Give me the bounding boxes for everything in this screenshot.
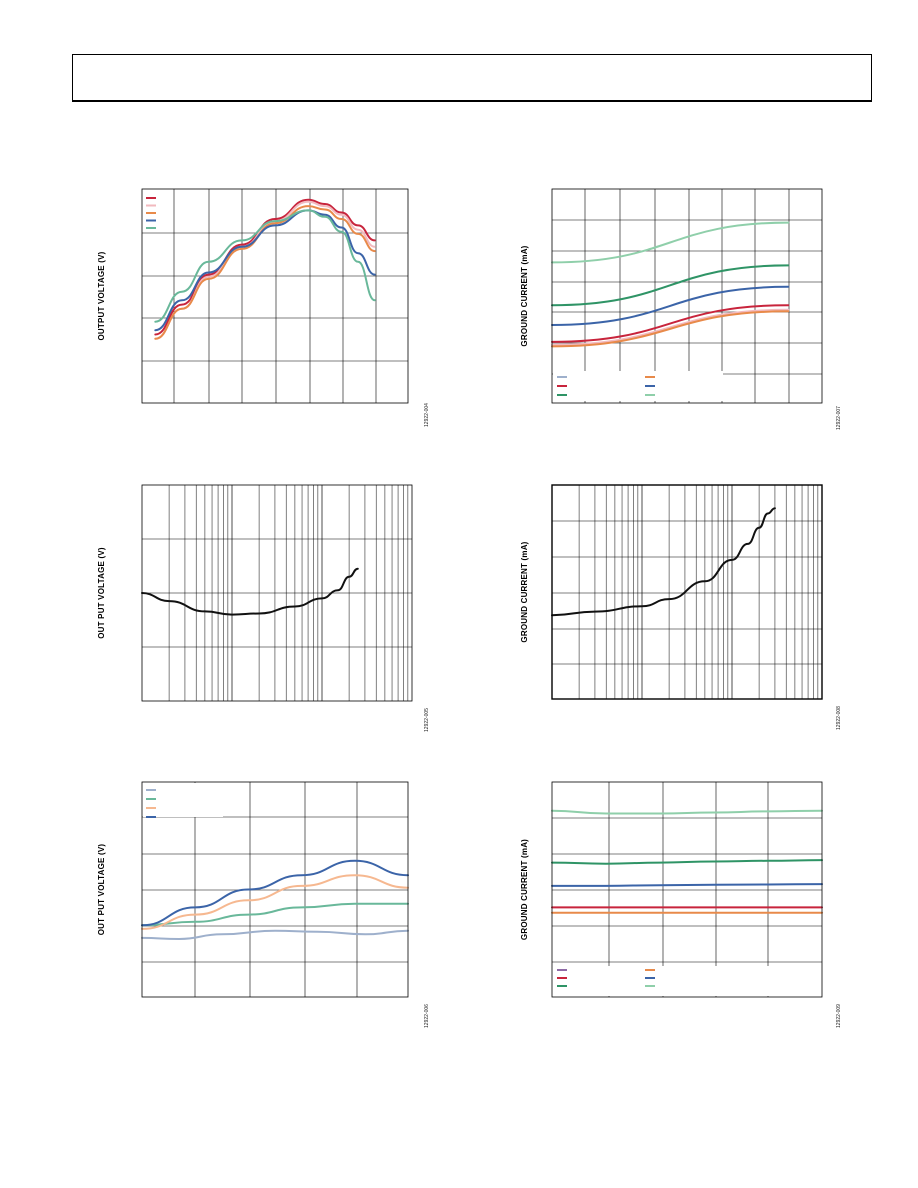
figure-code: 12922-006 bbox=[424, 1004, 430, 1028]
plot-frame bbox=[551, 484, 823, 700]
figure-code: 12922-009 bbox=[836, 1004, 842, 1028]
figure-code: 12922-008 bbox=[836, 706, 842, 730]
chart-c1: OUTPUT VOLTAGE (V) 12922-004 bbox=[97, 188, 430, 427]
plot-frame bbox=[141, 484, 413, 702]
series-line-green bbox=[551, 264, 790, 307]
series-line-blue bbox=[141, 859, 409, 927]
series-line-pink bbox=[551, 308, 790, 346]
series-line-grayblue bbox=[141, 929, 409, 941]
series-line-orange bbox=[154, 205, 376, 340]
series-line-lightgreen bbox=[551, 221, 790, 264]
series-line-red bbox=[551, 304, 790, 343]
y-axis-label: GROUND CURRENT (mA) bbox=[520, 245, 529, 346]
series-line-teal bbox=[154, 209, 376, 323]
figure-code: 12922-007 bbox=[836, 406, 842, 430]
plot-frame bbox=[141, 188, 409, 404]
y-axis-label: OUTPUT VOLTAGE (V) bbox=[97, 251, 106, 340]
series-line-green bbox=[551, 859, 823, 865]
plot-frame bbox=[141, 781, 409, 998]
series-line-orange bbox=[551, 310, 790, 348]
plot-frame bbox=[551, 781, 823, 998]
legend-box bbox=[553, 371, 723, 401]
y-axis-label: GROUND CURRENT (mA) bbox=[520, 839, 529, 940]
y-axis-label: GROUND CURRENT (mA) bbox=[520, 541, 529, 642]
plot-frame bbox=[551, 188, 823, 404]
legend-box bbox=[553, 966, 773, 996]
series-line-teal bbox=[141, 902, 409, 927]
chart-c3: OUT PUT VOLTAGE (V) 12922-005 bbox=[97, 484, 430, 732]
series-line-black bbox=[551, 507, 776, 617]
figure-code: 12922-005 bbox=[424, 708, 430, 732]
series-line-black bbox=[141, 567, 359, 616]
figure-code: 12922-004 bbox=[424, 403, 430, 427]
chart-c5: OUT PUT VOLTAGE (V) 12922-006 bbox=[97, 781, 430, 1028]
legend-box bbox=[143, 783, 223, 817]
chart-c2: GROUND CURRENT (mA) 12922-007 bbox=[520, 188, 842, 430]
chart-c6: GROUND CURRENT (mA) 12922-009 bbox=[520, 781, 842, 1028]
y-axis-label: OUT PUT VOLTAGE (V) bbox=[97, 844, 106, 936]
series-line-blue bbox=[154, 209, 376, 332]
series-line-blue bbox=[551, 285, 790, 326]
series-line-red bbox=[154, 198, 376, 336]
series-line-lightgreen bbox=[551, 809, 823, 815]
y-axis-label: OUT PUT VOLTAGE (V) bbox=[97, 547, 106, 639]
chart-c4: GROUND CURRENT (mA) 12922-008 bbox=[520, 484, 842, 730]
series-line-blue bbox=[551, 883, 823, 887]
series-line-peach bbox=[141, 874, 409, 930]
page-header-box bbox=[72, 54, 872, 102]
